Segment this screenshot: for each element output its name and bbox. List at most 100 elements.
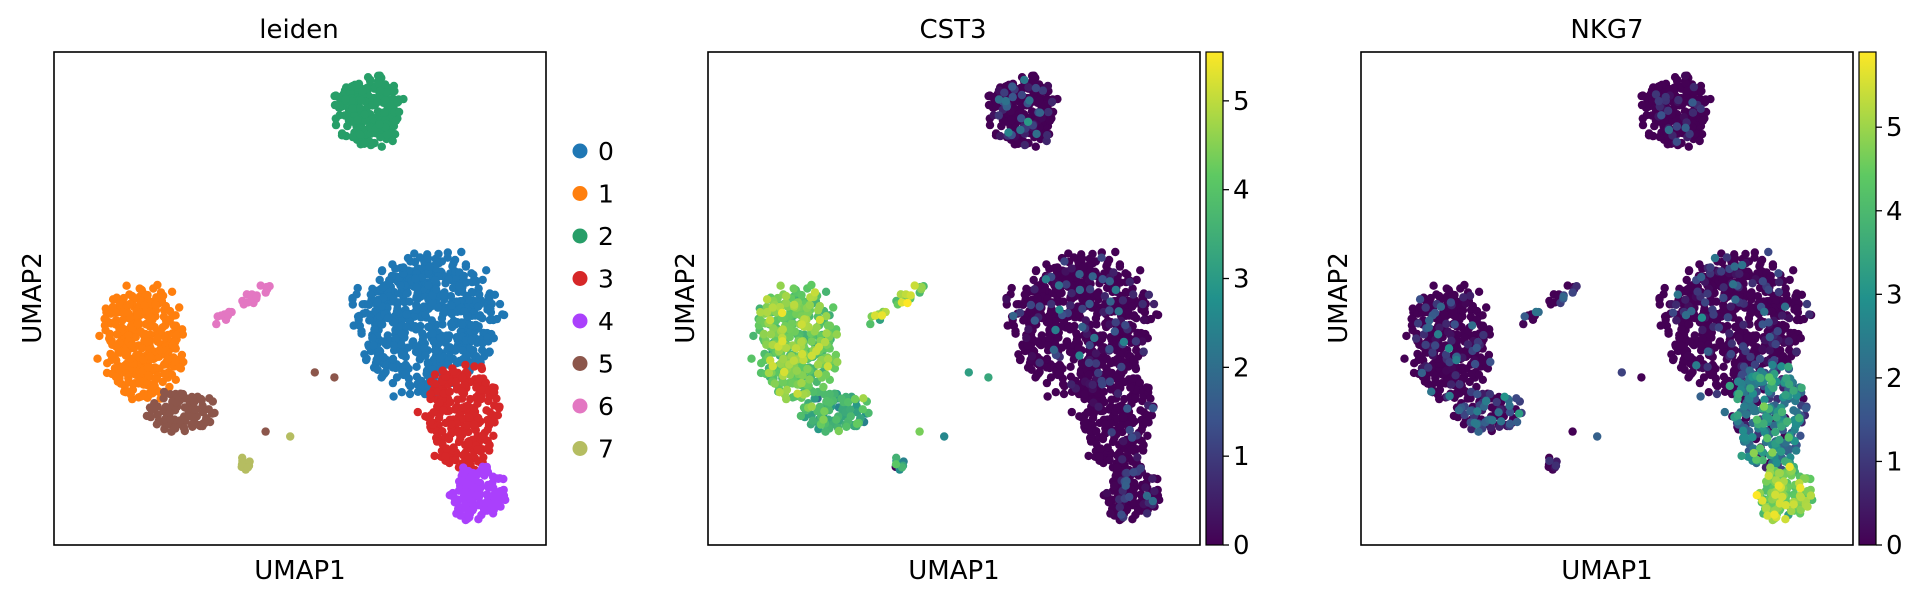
cell-point	[1066, 301, 1075, 310]
cell-point	[427, 316, 436, 325]
cell-point	[1105, 277, 1115, 286]
cell-point	[1125, 425, 1135, 435]
cell-point	[475, 290, 484, 299]
cell-point	[1105, 456, 1114, 465]
cell-point	[431, 346, 440, 355]
cell-point	[443, 253, 452, 262]
cell-point	[1745, 320, 1754, 329]
cell-point	[118, 316, 127, 325]
cell-point	[1139, 315, 1149, 325]
cell-point	[1059, 389, 1069, 399]
cell-point	[1484, 350, 1494, 360]
cell-point	[1044, 107, 1053, 117]
cell-point	[1681, 78, 1690, 88]
cell-point	[1706, 263, 1715, 272]
cell-point	[93, 354, 102, 363]
cell-point	[135, 376, 144, 385]
cell-point	[782, 291, 791, 301]
cell-point	[1512, 394, 1521, 403]
cell-point	[1672, 316, 1681, 325]
cell-point	[419, 303, 428, 312]
cell-point	[747, 354, 756, 363]
cell-point	[1081, 316, 1091, 325]
cell-point	[152, 420, 162, 429]
cell-point	[1460, 333, 1470, 343]
cell-point	[823, 362, 833, 371]
cell-point	[1421, 303, 1430, 312]
cell-point	[467, 287, 476, 297]
cell-point	[1119, 437, 1128, 446]
cell-point	[485, 315, 495, 325]
cell-point	[420, 344, 429, 353]
cell-point	[385, 276, 394, 285]
cell-point	[877, 311, 887, 320]
cell-point	[789, 356, 799, 365]
cell-point	[152, 293, 161, 302]
cell-point	[238, 453, 247, 462]
cell-point	[404, 380, 414, 389]
cell-point	[1472, 315, 1482, 324]
cell-point	[389, 294, 398, 304]
cell-point	[1726, 349, 1736, 359]
cell-point	[1459, 420, 1469, 429]
cell-point	[1472, 382, 1481, 392]
colorbar-tick-label: 5	[1233, 87, 1250, 117]
cell-point	[1113, 463, 1122, 472]
cell-point	[160, 370, 170, 379]
cell-point	[820, 390, 829, 399]
cell-point	[1685, 371, 1694, 380]
cell-point	[1059, 297, 1068, 306]
cell-point	[438, 427, 447, 436]
cell-point	[1121, 287, 1131, 297]
cell-point	[1680, 71, 1690, 81]
cell-point	[1072, 329, 1081, 338]
cell-point	[189, 417, 199, 426]
scatter-points	[93, 71, 510, 525]
cell-point	[383, 313, 393, 323]
cell-point	[779, 354, 788, 364]
cell-point	[1743, 333, 1752, 343]
y-axis-label: UMAP2	[18, 252, 48, 343]
cell-point	[136, 285, 145, 294]
cell-point	[1654, 82, 1663, 91]
cell-point	[1142, 509, 1152, 518]
cell-point	[1125, 277, 1135, 287]
cell-point	[125, 299, 134, 309]
cell-point	[1474, 287, 1484, 296]
cell-point	[770, 379, 779, 388]
cell-point	[1460, 280, 1469, 290]
cell-point	[1029, 275, 1038, 285]
cell-point	[441, 338, 450, 348]
cell-point	[458, 476, 467, 486]
cell-point	[1802, 299, 1812, 309]
cell-point	[473, 302, 483, 311]
cell-point	[1637, 373, 1646, 382]
cell-point	[1467, 370, 1477, 379]
cell-point	[165, 382, 174, 392]
cell-point	[357, 96, 366, 105]
cell-point	[1421, 340, 1430, 350]
cell-point	[376, 86, 385, 96]
panel-title: leiden	[259, 15, 338, 45]
cell-point	[1719, 283, 1728, 292]
cell-point	[356, 130, 365, 139]
cell-point	[1031, 142, 1041, 151]
cell-point	[459, 271, 468, 281]
cell-point	[1097, 253, 1106, 262]
cell-point	[985, 91, 994, 100]
cell-point	[917, 283, 926, 292]
cell-point	[1718, 274, 1727, 283]
cell-point	[790, 300, 799, 309]
cell-point	[1650, 121, 1659, 131]
cell-point	[1757, 255, 1767, 265]
cell-point	[1725, 329, 1734, 338]
cell-point	[812, 323, 821, 332]
cell-point	[144, 371, 153, 380]
cell-point	[1066, 342, 1075, 351]
legend-marker	[572, 143, 588, 159]
cell-point	[803, 364, 812, 374]
cell-point	[223, 311, 233, 320]
cell-point	[458, 373, 467, 382]
cell-point	[1112, 403, 1122, 412]
cell-point	[133, 310, 142, 320]
